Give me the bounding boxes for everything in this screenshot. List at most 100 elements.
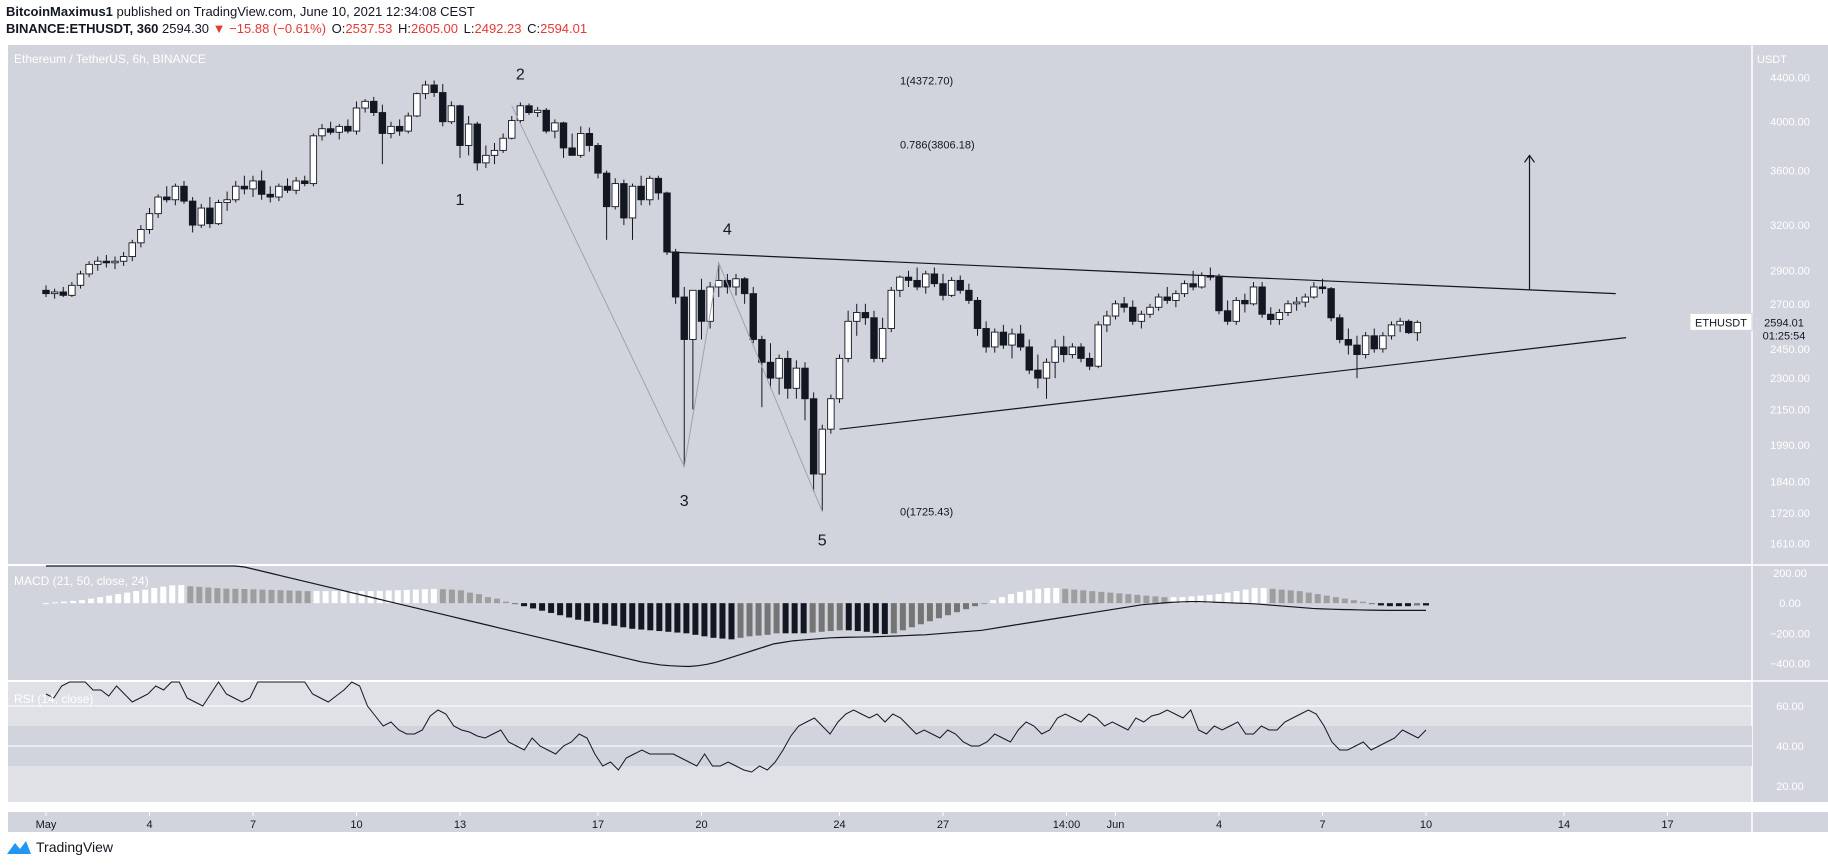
macd-histogram-bar [647, 603, 654, 631]
symbol-ohlc-line: BINANCE:ETHUSDT, 360 2594.30 ▼ −15.88 (−… [6, 21, 587, 36]
candle-up [1042, 361, 1051, 379]
author-name[interactable]: BitcoinMaximus1 [6, 4, 113, 19]
macd-histogram-bar [1332, 597, 1339, 604]
macd-histogram-bar [692, 603, 699, 635]
macd-histogram-bar [972, 603, 979, 607]
macd-tick-label: 200.00 [1773, 568, 1807, 580]
candle-up [119, 256, 128, 262]
price-axis-background [1752, 45, 1828, 802]
chart-canvas[interactable]: 1(4372.70) 0.786(3806.18) 0(1725.43) 1 2 3 4 5 E… [0, 0, 1828, 832]
last-price-box [1754, 312, 1814, 343]
candle-down [620, 183, 628, 219]
macd-histogram-bar [1413, 603, 1420, 606]
macd-histogram-bar [791, 603, 798, 634]
footer: TradingView [6, 839, 113, 855]
candle-up [1379, 335, 1387, 350]
candle-down [904, 276, 913, 281]
macd-histogram-bar [142, 589, 149, 604]
macd-histogram-bar [800, 603, 807, 634]
candle-down [283, 185, 292, 191]
macd-histogram-bar [160, 586, 167, 604]
fib-level-label: 1(4372.70) [900, 75, 953, 87]
price-tick-label: 2700.00 [1770, 299, 1810, 311]
candle-down [1344, 339, 1353, 346]
candle-down [240, 185, 249, 190]
candle-up [853, 312, 861, 322]
macd-histogram-bar [1035, 588, 1042, 604]
candle-down [568, 147, 576, 156]
time-tick-label: 14:00 [1053, 819, 1081, 831]
close-value: 2594.01 [540, 21, 588, 36]
macd-histogram-bar [115, 594, 122, 604]
candle-down [1405, 320, 1413, 334]
price-tick-label: 2450.00 [1770, 344, 1810, 356]
macd-histogram-bar [1107, 592, 1114, 604]
macd-histogram-bar [349, 591, 356, 604]
candle-up [1146, 306, 1154, 315]
macd-histogram-bar [1404, 603, 1411, 607]
chart-title: Ethereum / TetherUS, 6h, BINANCE [14, 52, 206, 66]
macd-histogram-bar [88, 598, 95, 604]
macd-histogram-bar [710, 603, 717, 638]
candle-down [861, 312, 870, 319]
price-pane[interactable]: 1(4372.70) 0.786(3806.18) 0(1725.43) 1 2 3 4 5 E… [42, 66, 1753, 550]
candle-up [1310, 286, 1318, 298]
candle-up [577, 133, 585, 156]
macd-histogram-bar [737, 603, 744, 638]
candle-down [801, 367, 809, 400]
candle-down [1060, 346, 1068, 356]
macd-histogram-bar [809, 603, 816, 633]
macd-histogram-bar [70, 600, 77, 604]
rsi-pane[interactable] [8, 681, 1752, 773]
macd-histogram-bar [818, 603, 825, 632]
macd-pane[interactable] [43, 565, 1429, 668]
candle-down [809, 398, 818, 475]
macd-histogram-bar [728, 603, 735, 640]
macd-histogram-bar [746, 603, 753, 637]
macd-histogram-bar [854, 603, 861, 632]
candle-up [128, 242, 136, 258]
macd-tick-label: 0.00 [1779, 598, 1800, 610]
candle-up [878, 328, 887, 359]
macd-histogram-bar [755, 603, 762, 636]
macd-histogram-bar [782, 603, 789, 634]
macd-histogram-bar [963, 603, 969, 610]
price-tick-label: 2150.00 [1770, 404, 1810, 416]
macd-histogram-bar [457, 590, 464, 604]
axes: 4400.004000.003600.003200.002900.002700.… [36, 73, 1814, 831]
macd-histogram-bar [872, 603, 879, 634]
last-price-label: 2594.01 [1764, 317, 1804, 329]
time-tick-label: 20 [695, 819, 707, 831]
candle-up [1198, 275, 1206, 288]
candle-down [473, 123, 481, 164]
macd-histogram-bar [512, 603, 519, 605]
tradingview-logo-icon[interactable] [6, 839, 32, 855]
candle-up [818, 428, 826, 475]
low-label: L: [463, 21, 475, 36]
candle-up [1137, 313, 1146, 322]
candle-down [1189, 283, 1197, 288]
macd-histogram-bar [1026, 590, 1033, 604]
macd-histogram-bar [1278, 589, 1285, 604]
macd-histogram-bar [602, 603, 609, 625]
macd-histogram-bar [566, 603, 573, 618]
macd-histogram-bar [1197, 595, 1204, 604]
macd-histogram-bar [990, 600, 997, 604]
candle-down [1223, 310, 1232, 322]
candle-down [637, 185, 645, 201]
candle-up [94, 260, 102, 265]
candle-up [76, 273, 85, 286]
macd-histogram-bar [611, 603, 618, 626]
candle-down [654, 177, 663, 194]
time-tick-label: 14 [1558, 819, 1570, 831]
macd-histogram-bar [503, 601, 509, 604]
candle-down [326, 128, 335, 133]
macd-histogram-bar [1350, 600, 1357, 604]
candle-down [163, 196, 171, 201]
macd-histogram-bar [1116, 593, 1123, 604]
macd-histogram-bar [827, 603, 834, 632]
candle-up [352, 107, 361, 132]
candle-down [1353, 344, 1361, 356]
macd-histogram-bar [214, 588, 221, 604]
candle-up [516, 105, 525, 122]
